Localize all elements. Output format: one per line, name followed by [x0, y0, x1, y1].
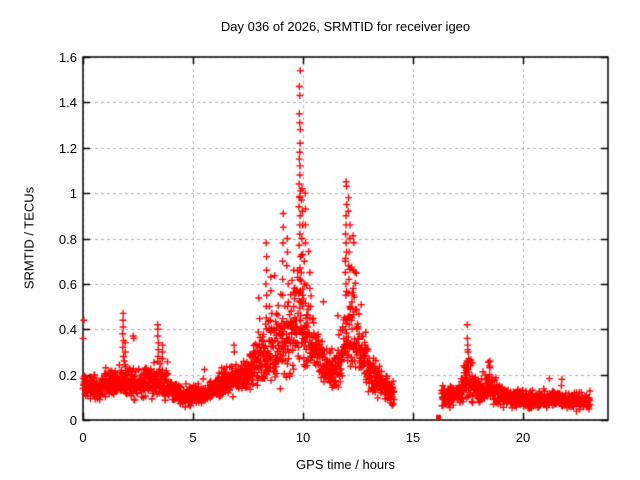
y-tick-label: 1.2: [58, 140, 77, 156]
y-tick-label: 0.8: [58, 231, 77, 247]
y-tick-label: 0: [69, 413, 77, 428]
x-tick-label: 20: [515, 430, 531, 445]
y-tick-label: 1.6: [58, 50, 77, 65]
y-tick-label: 0.4: [58, 322, 77, 338]
y-tick-label: 0.2: [58, 367, 77, 383]
y-tick-label: 1: [69, 186, 77, 202]
x-tick-label: 0: [79, 430, 87, 445]
x-axis-label: GPS time / hours: [296, 457, 395, 472]
x-tick-label: 10: [295, 430, 311, 445]
y-tick-label: 1.4: [58, 95, 77, 111]
x-tick-label: 15: [405, 430, 421, 445]
x-tick-label: 5: [189, 430, 197, 445]
chart-title: Day 036 of 2026, SRMTID for receiver ige…: [220, 19, 471, 34]
y-tick-label: 0.6: [58, 276, 77, 292]
